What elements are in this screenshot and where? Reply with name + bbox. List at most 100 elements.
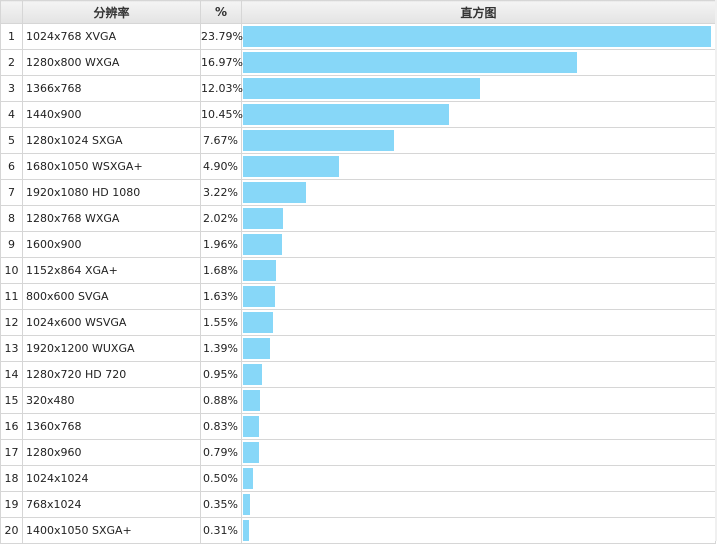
percent-cell: 0.88% bbox=[200, 387, 242, 414]
table-row: 14 1280x720 HD 720 0.95% bbox=[0, 361, 716, 388]
percent-cell: 0.35% bbox=[200, 491, 242, 518]
rank-cell: 2 bbox=[0, 49, 23, 76]
table-row: 11 800x600 SVGA 1.63% bbox=[0, 283, 716, 310]
rank-cell: 18 bbox=[0, 465, 23, 492]
percent-cell: 0.31% bbox=[200, 517, 242, 544]
histogram-cell bbox=[241, 439, 716, 466]
resolution-cell: 1920x1200 WUXGA bbox=[22, 335, 201, 362]
percent-cell: 0.79% bbox=[200, 439, 242, 466]
percent-cell: 12.03% bbox=[200, 75, 243, 102]
table-row: 5 1280x1024 SXGA 7.67% bbox=[0, 127, 716, 154]
rank-header bbox=[0, 0, 23, 24]
resolution-cell: 1440x900 bbox=[22, 101, 201, 128]
histogram-bar bbox=[243, 156, 339, 177]
histogram-bar bbox=[243, 26, 711, 47]
table-row: 7 1920x1080 HD 1080 3.22% bbox=[0, 179, 716, 206]
histogram-bar bbox=[243, 182, 306, 203]
rank-cell: 10 bbox=[0, 257, 23, 284]
rank-cell: 16 bbox=[0, 413, 23, 440]
rank-cell: 19 bbox=[0, 491, 23, 518]
histogram-bar bbox=[243, 104, 449, 125]
resolution-cell: 1400x1050 SXGA+ bbox=[22, 517, 201, 544]
rank-cell: 1 bbox=[0, 23, 23, 50]
histogram-cell bbox=[241, 283, 716, 310]
histogram-bar bbox=[243, 130, 394, 151]
histogram-bar bbox=[243, 364, 262, 385]
resolution-cell: 1680x1050 WSXGA+ bbox=[22, 153, 201, 180]
table-row: 12 1024x600 WSVGA 1.55% bbox=[0, 309, 716, 336]
histogram-cell bbox=[241, 257, 716, 284]
rank-cell: 7 bbox=[0, 179, 23, 206]
table-row: 3 1366x768 12.03% bbox=[0, 75, 716, 102]
histogram-cell bbox=[241, 127, 716, 154]
histogram-cell bbox=[241, 491, 716, 518]
percent-header[interactable]: % bbox=[200, 0, 242, 24]
percent-cell: 0.50% bbox=[200, 465, 242, 492]
rank-cell: 11 bbox=[0, 283, 23, 310]
resolution-cell: 800x600 SVGA bbox=[22, 283, 201, 310]
histogram-bar bbox=[243, 52, 577, 73]
histogram-cell bbox=[241, 335, 716, 362]
resolution-cell: 1280x768 WXGA bbox=[22, 205, 201, 232]
table-row: 8 1280x768 WXGA 2.02% bbox=[0, 205, 716, 232]
resolution-cell: 1280x960 bbox=[22, 439, 201, 466]
resolution-header[interactable]: 分辨率 bbox=[22, 0, 201, 24]
table-row: 10 1152x864 XGA+ 1.68% bbox=[0, 257, 716, 284]
histogram-bar bbox=[243, 468, 253, 489]
resolution-cell: 768x1024 bbox=[22, 491, 201, 518]
histogram-bar bbox=[243, 286, 275, 307]
rank-cell: 15 bbox=[0, 387, 23, 414]
resolution-cell: 1366x768 bbox=[22, 75, 201, 102]
rank-cell: 20 bbox=[0, 517, 23, 544]
rank-cell: 12 bbox=[0, 309, 23, 336]
table-row: 13 1920x1200 WUXGA 1.39% bbox=[0, 335, 716, 362]
histogram-bar bbox=[243, 442, 259, 463]
percent-cell: 10.45% bbox=[200, 101, 243, 128]
resolution-cell: 320x480 bbox=[22, 387, 201, 414]
histogram-bar bbox=[243, 312, 273, 333]
table-row: 18 1024x1024 0.50% bbox=[0, 465, 716, 492]
percent-cell: 0.83% bbox=[200, 413, 242, 440]
table-row: 1 1024x768 XVGA 23.79% bbox=[0, 23, 716, 50]
header-row: 分辨率 % 直方图 bbox=[0, 0, 716, 24]
rank-cell: 13 bbox=[0, 335, 23, 362]
histogram-bar bbox=[243, 416, 259, 437]
percent-cell: 1.68% bbox=[200, 257, 242, 284]
histogram-cell bbox=[241, 361, 716, 388]
histogram-bar bbox=[243, 234, 282, 255]
histogram-bar bbox=[243, 494, 250, 515]
histogram-cell bbox=[241, 75, 716, 102]
resolution-cell: 1280x720 HD 720 bbox=[22, 361, 201, 388]
histogram-cell bbox=[241, 101, 716, 128]
table-row: 17 1280x960 0.79% bbox=[0, 439, 716, 466]
histogram-cell bbox=[241, 23, 716, 50]
percent-cell: 2.02% bbox=[200, 205, 242, 232]
resolution-cell: 1024x768 XVGA bbox=[22, 23, 201, 50]
resolution-cell: 1152x864 XGA+ bbox=[22, 257, 201, 284]
table-row: 16 1360x768 0.83% bbox=[0, 413, 716, 440]
resolution-cell: 1280x800 WXGA bbox=[22, 49, 201, 76]
table-row: 9 1600x900 1.96% bbox=[0, 231, 716, 258]
histogram-cell bbox=[241, 465, 716, 492]
resolution-cell: 1600x900 bbox=[22, 231, 201, 258]
table-row: 4 1440x900 10.45% bbox=[0, 101, 716, 128]
table-row: 19 768x1024 0.35% bbox=[0, 491, 716, 518]
histogram-cell bbox=[241, 231, 716, 258]
histogram-cell bbox=[241, 413, 716, 440]
histogram-bar bbox=[243, 78, 480, 99]
resolution-cell: 1920x1080 HD 1080 bbox=[22, 179, 201, 206]
histogram-cell bbox=[241, 205, 716, 232]
histogram-cell bbox=[241, 309, 716, 336]
rank-cell: 9 bbox=[0, 231, 23, 258]
resolution-cell: 1024x600 WSVGA bbox=[22, 309, 201, 336]
histogram-bar bbox=[243, 338, 270, 359]
rank-cell: 8 bbox=[0, 205, 23, 232]
table-row: 15 320x480 0.88% bbox=[0, 387, 716, 414]
histogram-cell bbox=[241, 153, 716, 180]
percent-cell: 1.39% bbox=[200, 335, 242, 362]
percent-cell: 23.79% bbox=[200, 23, 243, 50]
histogram-cell bbox=[241, 517, 716, 544]
table-row: 2 1280x800 WXGA 16.97% bbox=[0, 49, 716, 76]
percent-cell: 1.63% bbox=[200, 283, 242, 310]
